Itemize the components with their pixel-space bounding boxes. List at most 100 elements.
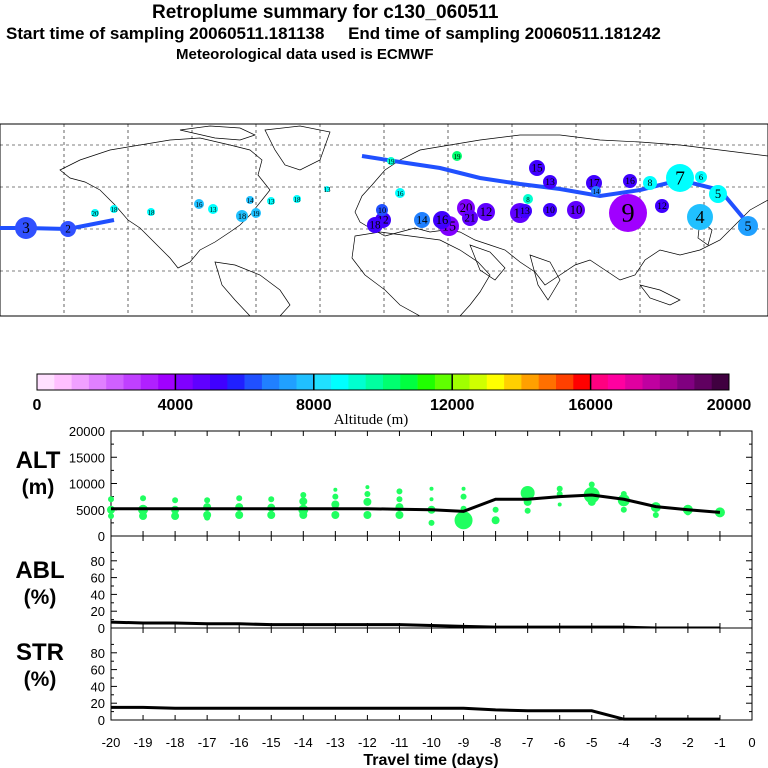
colorbar-swatch: [175, 374, 193, 390]
plume-bubble: [293, 195, 301, 203]
colorbar-swatch: [625, 374, 643, 390]
altitude-bubble: [365, 485, 370, 490]
y-tick-label: 20000: [69, 424, 105, 439]
y-tick-label: 40: [91, 679, 105, 694]
altitude-bubble: [491, 516, 500, 525]
colorbar-tick-label: 20000: [707, 397, 752, 414]
plume-bubble: [591, 186, 601, 196]
plume-day-label: 19: [388, 158, 396, 166]
y-tick-label: 10000: [69, 477, 105, 492]
colorbar-swatch: [469, 374, 488, 390]
plume-day-label: 8: [648, 178, 653, 189]
colorbar-swatch: [261, 374, 280, 390]
plume-bubble: [609, 194, 647, 232]
trajectory-west: [0, 218, 115, 232]
altitude-bubble: [331, 500, 340, 509]
x-tick-label: -2: [682, 735, 694, 750]
plot-title: Retroplume summary for c130_060511: [152, 2, 499, 23]
x-tick-label: -13: [326, 735, 345, 750]
plume-day-label: 13: [324, 186, 332, 194]
plume-day-label: 10: [378, 206, 386, 215]
plume-day-label: 12: [657, 201, 667, 212]
altitude-bubble: [236, 495, 243, 502]
colorbar-swatch: [296, 374, 315, 390]
plume-bubble: [462, 210, 478, 226]
panel-ylabel: ABL: [15, 557, 64, 584]
altitude-bubble: [652, 512, 659, 518]
plume-bubble: [623, 174, 637, 188]
colorbar-tick-label: 8000: [296, 397, 332, 414]
plume-bubble: [529, 160, 545, 176]
mean-altitude-line: [111, 493, 721, 514]
plume-day-label: 13: [210, 206, 218, 214]
colorbar-swatch: [348, 374, 366, 390]
y-tick-label: 60: [91, 571, 105, 586]
colorbar-swatch: [659, 374, 678, 390]
altitude-bubble: [108, 496, 114, 503]
y-tick-label: 40: [91, 587, 105, 602]
y-tick-label: 0: [98, 621, 105, 636]
colorbar-frame: [36, 373, 730, 391]
altitude-bubble: [363, 511, 372, 519]
plume-bubble: [433, 211, 451, 229]
altitude-bubble: [331, 511, 340, 519]
x-tick-label: -4: [618, 735, 630, 750]
altitude-bubble: [454, 511, 473, 530]
colorbar-swatch: [711, 374, 730, 390]
altitude-bubble: [492, 506, 499, 513]
colorbar-swatch: [383, 374, 401, 390]
colorbar-swatch: [642, 374, 661, 390]
plume-day-label: 18: [369, 220, 381, 232]
x-tick-label: -6: [554, 735, 566, 750]
y-tick-label: 15000: [69, 450, 105, 465]
plume-day-label: 12: [480, 205, 493, 219]
altitude-bubble: [172, 497, 179, 504]
plume-bubble: [477, 203, 495, 221]
plume-day-label: 19: [253, 210, 261, 218]
altitude-bubble: [333, 487, 338, 492]
x-tick-label: -18: [166, 735, 185, 750]
altitude-bubble: [364, 491, 371, 497]
plume-day-label: 8: [526, 196, 530, 204]
x-axis-label: Travel time (days): [363, 752, 498, 768]
colorbar-swatch: [244, 374, 263, 390]
plume-day-label: 21: [464, 213, 475, 225]
colorbar-swatch: [210, 374, 228, 390]
plume-bubble: [452, 151, 462, 161]
plume-day-label: 13: [545, 177, 555, 188]
y-tick-label: 20: [91, 604, 105, 619]
plume-bubble: [655, 199, 669, 213]
plume-bubble: [387, 157, 395, 165]
plume-bubble: [324, 186, 330, 192]
trajectory-tracks: [0, 154, 752, 232]
altitude-bubble: [204, 497, 211, 504]
plume-day-label: 16: [625, 176, 635, 187]
str-line: [111, 705, 720, 721]
plume-bubble: [376, 204, 388, 216]
altitude-bubble: [428, 519, 435, 526]
colorbar-swatch: [123, 374, 142, 390]
plume-day-label: 10: [570, 203, 583, 217]
x-tick-label: -8: [490, 735, 502, 750]
colorbar-swatch: [37, 374, 55, 390]
plume-day-label: 14: [593, 188, 601, 196]
altitude-bubble: [395, 511, 404, 519]
plume-day-label: 5: [745, 220, 752, 235]
plume-bubble: [208, 204, 218, 214]
colorbar-tick-label: 12000: [430, 397, 475, 414]
altitude-bubble: [204, 514, 211, 521]
plume-day-label: 18: [148, 209, 156, 217]
altitude-bubble: [363, 497, 372, 506]
plume-day-label: 4: [695, 207, 704, 227]
colorbar-swatch: [158, 374, 176, 390]
x-tick-label: 0: [748, 735, 755, 750]
plume-bubble: [15, 217, 37, 239]
colorbar-swatch: [573, 374, 591, 390]
y-tick-label: 20: [91, 696, 105, 711]
altitude-bubble: [332, 493, 339, 500]
colorbar-swatch: [521, 374, 539, 390]
plume-bubble: [246, 196, 254, 204]
